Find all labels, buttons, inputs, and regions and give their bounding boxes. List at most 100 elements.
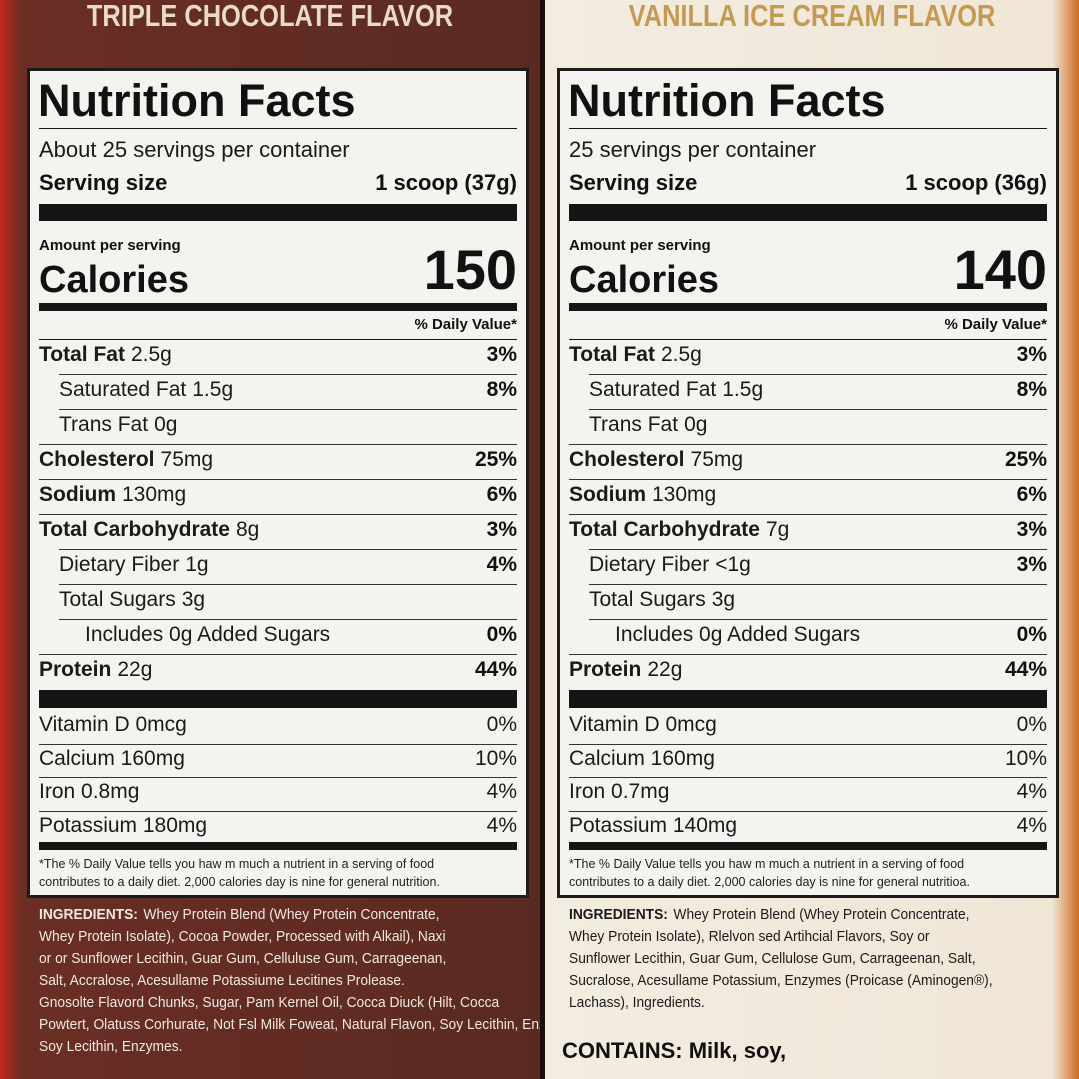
amount-per-serving: Amount per serving xyxy=(39,237,181,254)
nutrient-row: Saturated Fat 1.5g xyxy=(59,378,233,402)
nutrient-row: Cholesterol 75mg xyxy=(39,448,213,472)
nutrient-name: Dietary Fiber xyxy=(59,553,180,576)
nutrient-row: Total Sugars 3g xyxy=(589,588,735,612)
ingredients-line: INGREDIENTS: Whey Protein Blend (Whey Pro… xyxy=(39,906,440,923)
nutrient-row: Total Sugars 3g xyxy=(59,588,205,612)
vitamin-dv: 4% xyxy=(486,813,517,837)
nutrient-dv: 6% xyxy=(1016,483,1047,506)
row-line xyxy=(569,514,1047,515)
nutrient-name: Total Sugars xyxy=(59,588,176,611)
row-line xyxy=(39,479,517,480)
row-line xyxy=(59,374,517,375)
nutrient-name: Total Sugars xyxy=(589,588,706,611)
nutrient-name: Saturated Fat xyxy=(59,378,187,401)
nutrient-name: Includes 0g Added Sugars xyxy=(615,623,861,646)
nutrient-dv: 44% xyxy=(1004,658,1047,681)
nutrient-dv: 8% xyxy=(1016,378,1047,401)
nutrient-name: Trans Fat xyxy=(589,413,679,436)
nutrient-amount: 22g xyxy=(117,658,153,681)
calories-label: Calories xyxy=(39,259,189,301)
ingredients-text: Salt, Accralose, Acesullame Potassiume L… xyxy=(39,972,405,989)
nutrient-row: Includes 0g Added Sugars xyxy=(85,623,330,647)
nutrient-row: Cholesterol 75mg xyxy=(569,448,743,472)
label-title: Nutrition Facts xyxy=(38,75,356,126)
ingredients-line: Lachass), Ingredients. xyxy=(569,994,705,1011)
row-line xyxy=(569,479,1047,480)
footnote: contributes to a daily diet. 2,000 calor… xyxy=(569,875,970,889)
nutrient-dv: 0% xyxy=(486,623,517,646)
nutrient-name: Protein xyxy=(569,658,642,681)
nutrient-row: Saturated Fat 1.5g xyxy=(589,378,763,402)
nutrient-dv: 0% xyxy=(1016,623,1047,646)
ingredients-line: Whey Protein Isolate), Cocoa Powder, Pro… xyxy=(39,928,446,945)
ingredients-line: Whey Protein Isolate), Rlelvon sed Artih… xyxy=(569,928,929,945)
servings: 25 servings per container xyxy=(569,137,817,162)
serving-size: 1 scoop (37g) xyxy=(375,170,517,195)
rule xyxy=(569,842,1047,850)
vitamin-dv: 10% xyxy=(1004,746,1047,770)
ingredients-text: Gnosolte Flavord Chunks, Sugar, Pam Kern… xyxy=(39,994,500,1011)
nutrient-row: Trans Fat 0g xyxy=(589,413,707,437)
vitamin-name: Calcium 160mg xyxy=(569,746,715,770)
row-line xyxy=(59,409,517,410)
nutrient-name: Cholesterol xyxy=(569,448,685,471)
nutrient-amount: 1.5g xyxy=(722,378,764,401)
ingredients-line: Gnosolte Flavord Chunks, Sugar, Pam Kern… xyxy=(39,994,499,1011)
row-line xyxy=(589,549,1047,550)
rule xyxy=(39,303,517,311)
ingredients-line: Salt, Accralose, Acesullame Potassiume L… xyxy=(39,972,405,989)
nutrient-amount: 130mg xyxy=(652,483,717,506)
nutrient-name: Total Carbohydrate xyxy=(39,518,230,541)
ingredients-text: Lachass), Ingredients. xyxy=(569,994,705,1011)
nutrient-name: Includes 0g Added Sugars xyxy=(85,623,331,646)
calories-value: 150 xyxy=(423,238,517,301)
label-title: Nutrition Facts xyxy=(568,75,886,126)
row-line xyxy=(589,584,1047,585)
nutrient-dv: 3% xyxy=(1016,518,1047,541)
ingredients-text: Soy Lecithin, Enzymes. xyxy=(39,1038,183,1055)
row-line xyxy=(39,777,517,778)
divider xyxy=(540,0,545,1079)
nutrient-name: Cholesterol xyxy=(39,448,155,471)
nutrient-name: Total Fat xyxy=(569,343,655,366)
nutrient-dv: 8% xyxy=(486,378,517,401)
nutrient-name: Total Carbohydrate xyxy=(569,518,760,541)
serving-size-label: Serving size xyxy=(569,170,698,195)
ingredients-text: or or Sunflower Lecithin, Guar Gum, Cell… xyxy=(39,950,447,967)
row-line xyxy=(59,549,517,550)
nutrient-amount: 8g xyxy=(235,518,260,541)
amount-per-serving: Amount per serving xyxy=(569,237,711,254)
row-line xyxy=(39,743,517,745)
row-line xyxy=(589,619,1047,620)
rule xyxy=(39,128,517,129)
ingredients-line: Soy Lecithin, Enzymes. xyxy=(39,1038,182,1055)
vitamin-name: Potassium 180mg xyxy=(39,813,208,837)
nutrient-dv: 4% xyxy=(486,553,517,576)
panel: TRIPLE CHOCOLATE FLAVOR Nutrition Facts Ab… xyxy=(0,0,540,1079)
ingredients-text: Whey Protein Blend (Whey Protein Concent… xyxy=(673,906,970,923)
nutrient-name: Total Fat xyxy=(39,343,125,366)
nutrient-amount: 7g xyxy=(765,518,790,541)
vitamin-dv: 4% xyxy=(1016,780,1047,803)
servings: About 25 servings per container xyxy=(39,137,350,162)
ingredients-text: Sunflower Lecithin, Guar Gum, Cellulose … xyxy=(569,950,976,967)
nutrient-amount: 0g xyxy=(154,413,178,436)
nutrient-row: Total Carbohydrate 7g xyxy=(569,518,789,542)
nutrient-amount: <1g xyxy=(715,553,751,576)
vitamin-dv: 4% xyxy=(486,780,517,803)
row-line xyxy=(589,409,1047,410)
nutrition-label: Nutrition Facts About 25 servings per con… xyxy=(27,68,529,898)
vitamin-dv: 10% xyxy=(474,746,517,770)
nutrient-row: Includes 0g Added Sugars xyxy=(615,623,860,647)
ingredients-text: Whey Protein Isolate), Cocoa Powder, Pro… xyxy=(39,928,446,945)
nutrient-name: Sodium xyxy=(39,483,116,506)
flavor-title: TRIPLE CHOCOLATE FLAVOR xyxy=(86,0,454,33)
nutrient-row: Total Carbohydrate 8g xyxy=(39,518,259,542)
row-line xyxy=(569,743,1047,745)
nutrient-name: Sodium xyxy=(569,483,646,506)
vitamin-dv: 0% xyxy=(486,713,517,736)
vitamin-dv: 0% xyxy=(1016,713,1047,736)
nutrient-dv: 44% xyxy=(474,658,517,681)
footnote: contributes to a daily diet. 2,000 calor… xyxy=(39,875,440,889)
calories-value: 140 xyxy=(953,238,1047,301)
